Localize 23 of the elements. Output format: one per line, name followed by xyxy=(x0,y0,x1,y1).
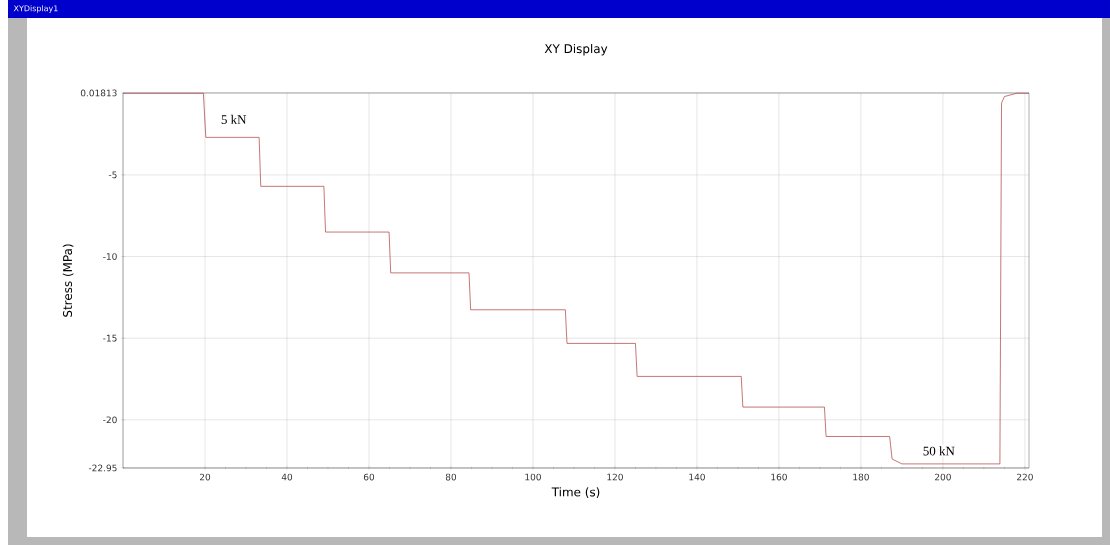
y-tick-label: -15 xyxy=(103,334,117,342)
annotation: 5 kN xyxy=(221,114,247,124)
x-tick-label: 80 xyxy=(445,473,457,481)
y-tick-label: -5 xyxy=(108,171,117,179)
y-tick-label: -10 xyxy=(103,253,117,260)
y-tick-label: 0.01813 xyxy=(80,89,117,97)
x-axis-title: Time (s) xyxy=(551,487,600,498)
x-tick-label: 100 xyxy=(525,473,541,481)
x-tick-label: 200 xyxy=(935,473,951,481)
x-tick-label: 180 xyxy=(853,473,869,481)
x-tick-label: 160 xyxy=(771,473,787,481)
y-tick-label: -22.95 xyxy=(88,464,117,472)
x-tick-label: 120 xyxy=(607,473,623,481)
x-tick-label: 20 xyxy=(199,473,211,481)
y-axis-title: Stress (MPa) xyxy=(62,244,74,317)
x-tick-label: 60 xyxy=(363,473,375,481)
chart-title: XY Display xyxy=(544,43,608,56)
annotation: 50 kN xyxy=(923,446,955,456)
x-tick-label: 40 xyxy=(281,473,293,481)
line-series xyxy=(122,92,1030,465)
x-tick-label: 140 xyxy=(689,473,705,481)
y-tick-label: -20 xyxy=(103,416,117,424)
x-tick-label: 220 xyxy=(1017,473,1033,481)
